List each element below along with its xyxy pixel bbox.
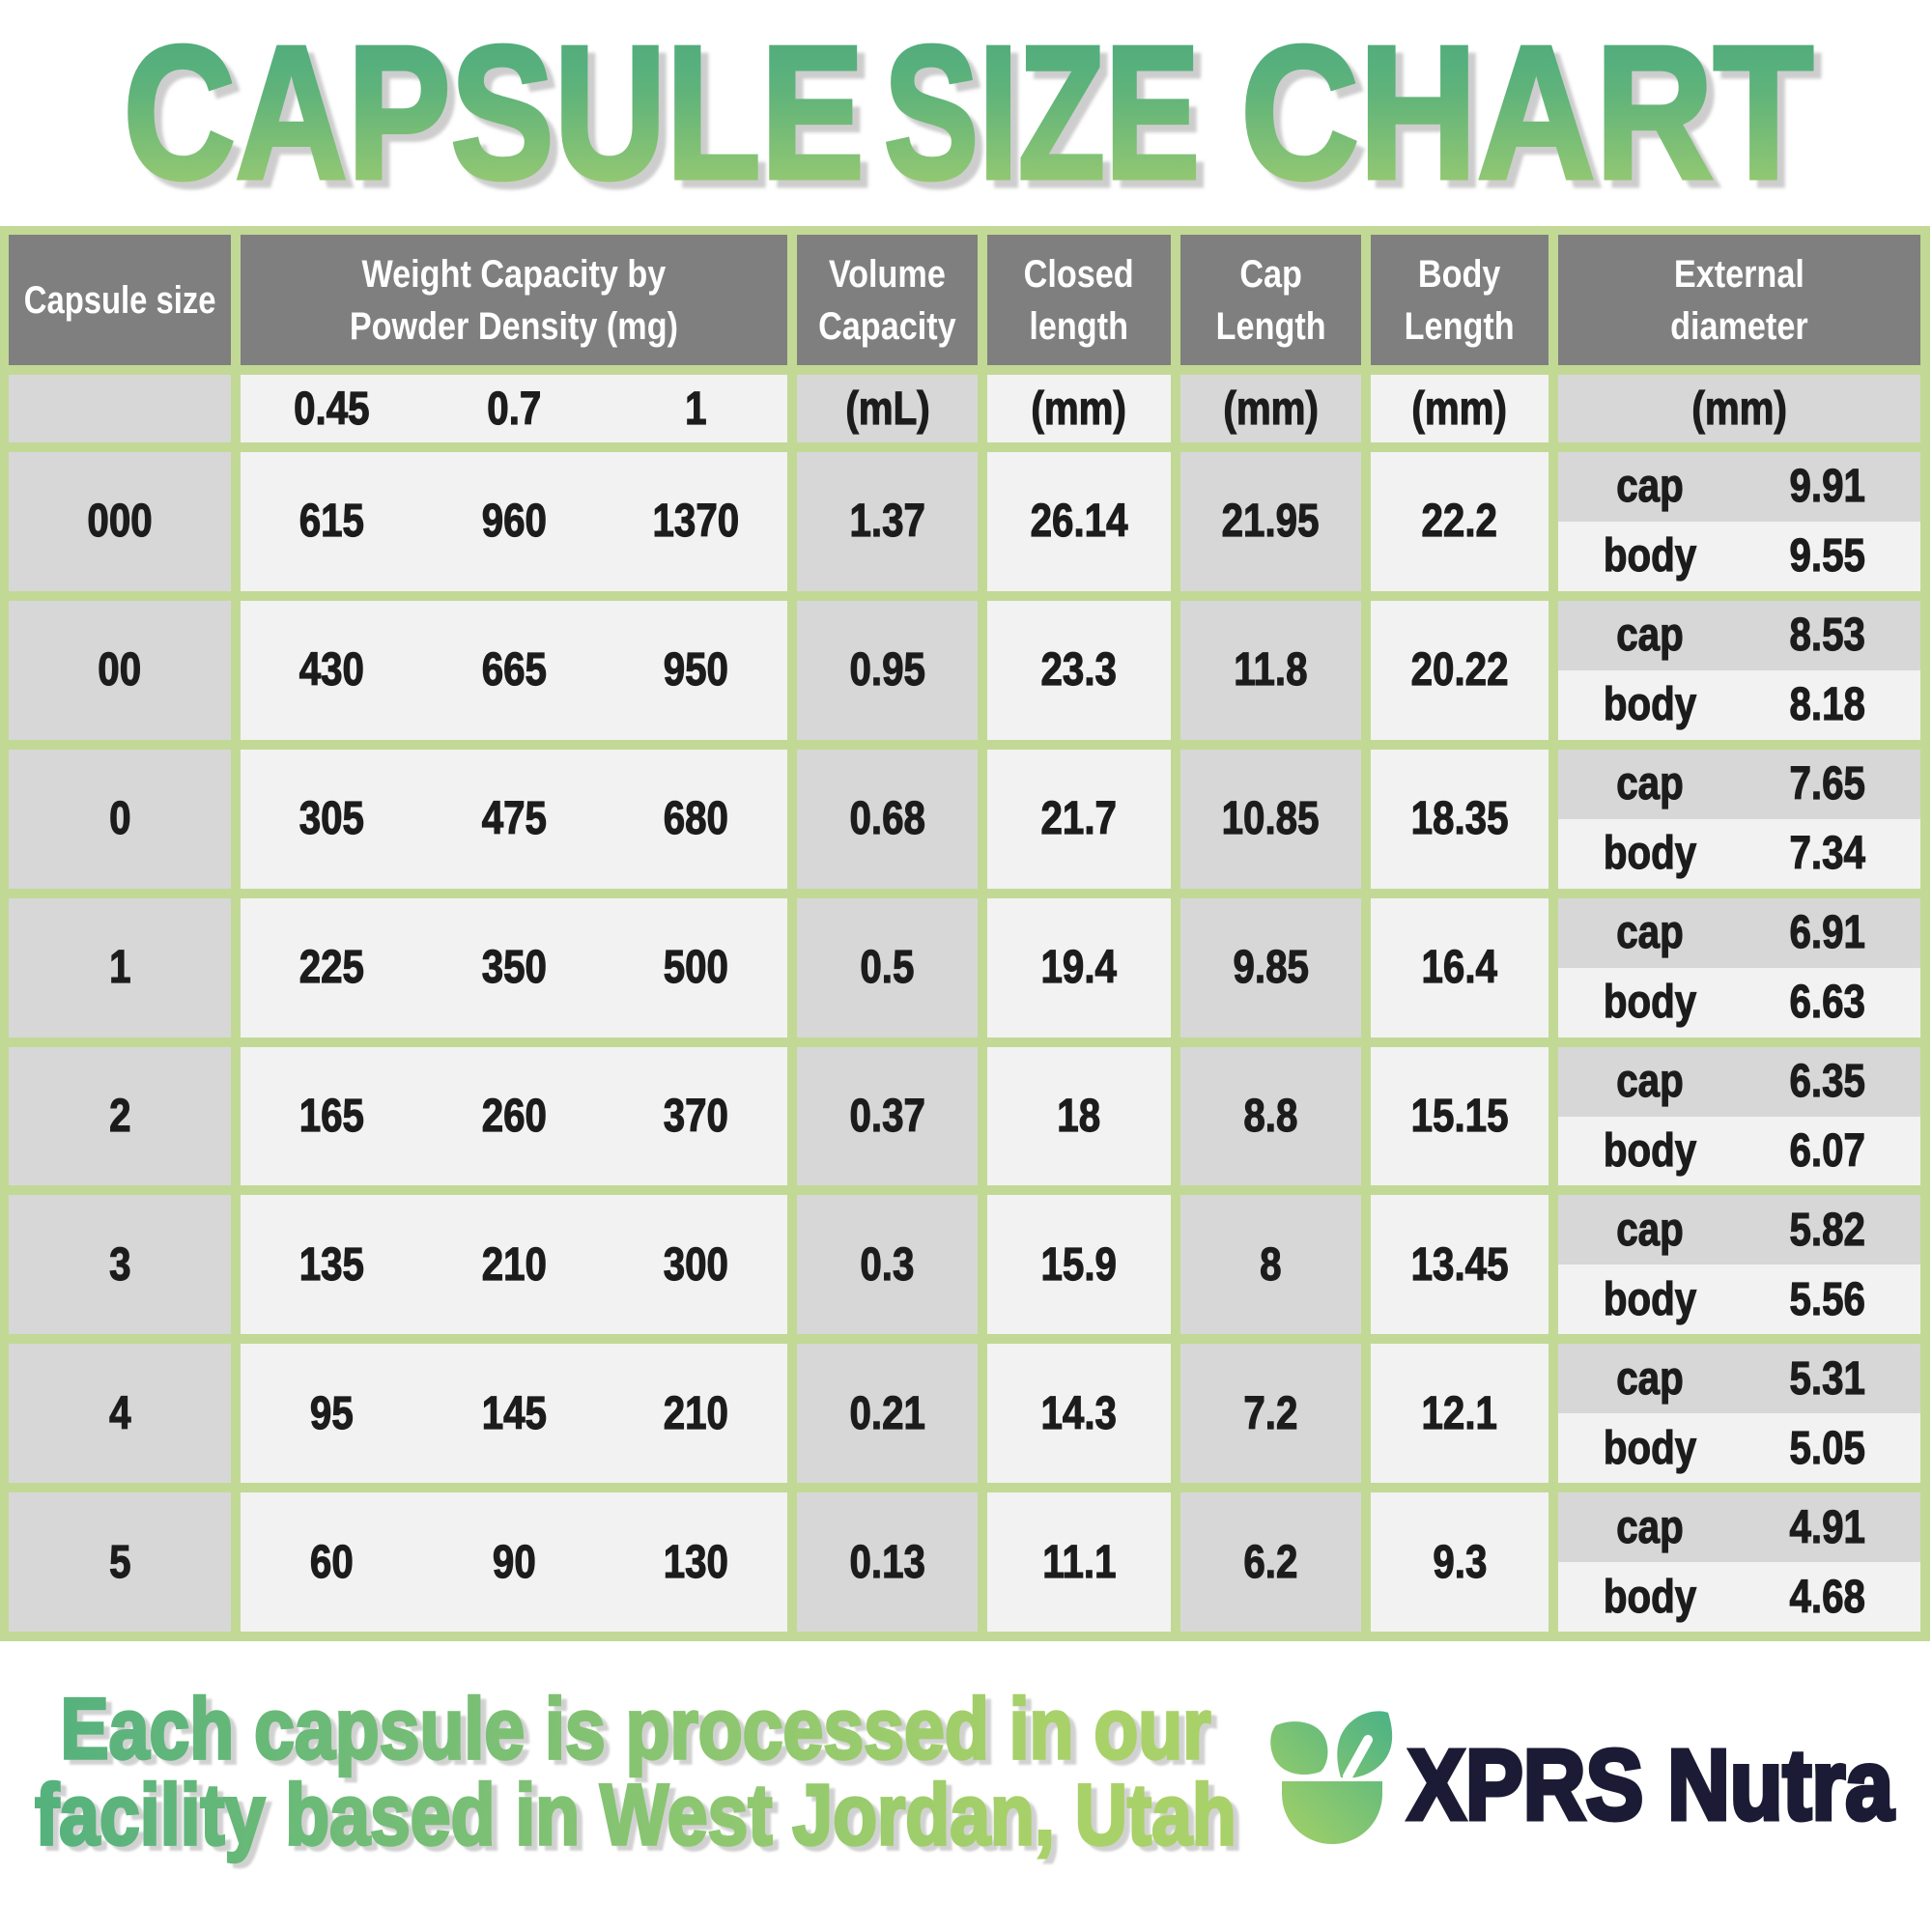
svg-text:facility based in West Jordan,: facility based in West Jordan, Utah	[35, 1767, 1236, 1862]
svg-text:XPRS Nutra: XPRS Nutra	[1407, 1730, 1894, 1840]
svg-text:Each capsule is processed in o: Each capsule is processed in our	[61, 1681, 1211, 1776]
svg-text:CHART: CHART	[1240, 6, 1813, 217]
svg-text:CAPSULE: CAPSULE	[124, 7, 865, 218]
svg-text:SIZE: SIZE	[884, 6, 1200, 217]
